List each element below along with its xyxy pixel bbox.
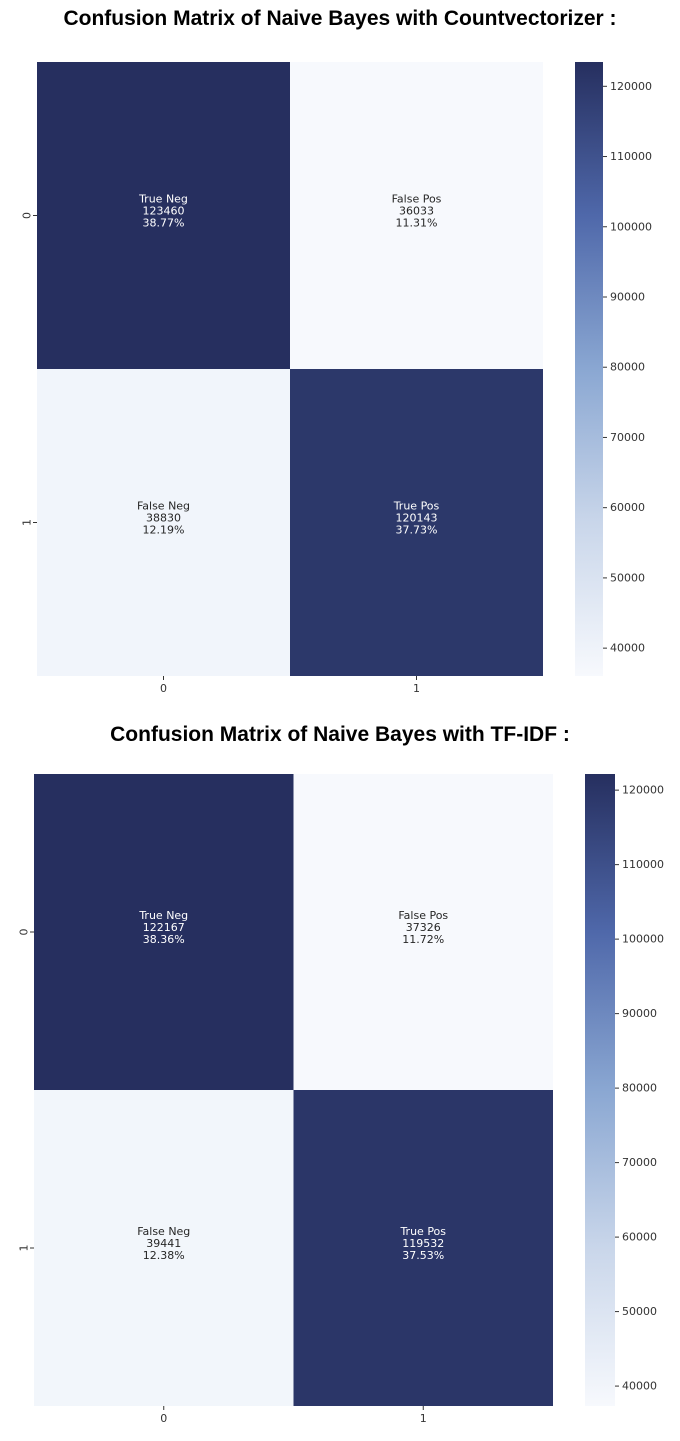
chart-2-x-tick-1: 1 (420, 1412, 427, 1425)
chart-1-cell-r1c0-label: False Neg (137, 500, 190, 513)
chart-1-colorbar-tick-5: 90000 (610, 290, 645, 303)
chart-1-cell-r0c0-label: True Neg (138, 193, 188, 206)
chart-2-cell-r0c0 (34, 774, 294, 1090)
chart-1-colorbar (575, 62, 603, 676)
chart-2-cell-r0c1-value: 37326 (406, 921, 441, 934)
chart-2-cell-r1c0-percent: 12.38% (143, 1249, 185, 1262)
chart-2-colorbar-tick-3: 70000 (622, 1156, 657, 1169)
chart-1-cell-r1c0-percent: 12.19% (143, 524, 185, 537)
chart-2-y-tick-0: 0 (18, 929, 31, 936)
chart-2-y-tick-1: 1 (18, 1245, 31, 1252)
chart-2-cell-r0c0-percent: 38.36% (143, 933, 185, 946)
chart-1-cell-r1c0 (37, 369, 290, 676)
chart-1-cell-r1c1 (290, 369, 543, 676)
chart-1-colorbar-tick-2: 60000 (610, 501, 645, 514)
chart-2-colorbar (585, 774, 615, 1406)
chart-1-x-tick-0: 0 (160, 682, 167, 695)
chart-1-cell-r1c0-value: 38830 (146, 512, 181, 525)
chart-2-cell-r1c0-value: 39441 (146, 1237, 181, 1250)
chart-2-colorbar-tick-4: 80000 (622, 1082, 657, 1095)
chart-2-colorbar-tick-1: 50000 (622, 1305, 657, 1318)
chart-1-colorbar-tick-7: 110000 (610, 150, 652, 163)
chart-2-colorbar-tick-2: 60000 (622, 1231, 657, 1244)
chart-1-y-tick-1: 1 (21, 519, 34, 526)
chart-1-colorbar-tick-3: 70000 (610, 431, 645, 444)
chart-1-cell-r1c1-label: True Pos (393, 500, 440, 513)
chart-1-y-tick-0: 0 (21, 212, 34, 219)
chart-1-colorbar-tick-0: 40000 (610, 642, 645, 655)
chart-2-cell-r1c1-label: True Pos (399, 1225, 446, 1238)
chart-2-colorbar-tick-7: 110000 (622, 858, 664, 871)
chart-2-cell-r1c1 (293, 1090, 553, 1406)
chart-2-colorbar-tick-5: 90000 (622, 1007, 657, 1020)
chart-2-cell-r1c0-label: False Neg (137, 1225, 190, 1238)
chart-1-colorbar-tick-4: 80000 (610, 361, 645, 374)
chart-1-cell-r0c1-percent: 11.31% (396, 217, 438, 230)
chart-2-cell-r0c1-label: False Pos (398, 909, 448, 922)
chart-1-cell-r1c1-value: 120143 (396, 512, 438, 525)
chart-1-colorbar-tick-6: 100000 (610, 220, 652, 233)
chart-1-cell-r1c1-percent: 37.73% (396, 524, 438, 537)
chart-1-colorbar-tick-8: 120000 (610, 80, 652, 93)
chart-2-x-tick-0: 0 (160, 1412, 167, 1425)
chart-2-cell-r1c1-value: 119532 (402, 1237, 444, 1250)
chart-2-colorbar-tick-6: 100000 (622, 933, 664, 946)
chart-2-colorbar-tick-8: 120000 (622, 784, 664, 797)
chart-1-title: Confusion Matrix of Naive Bayes with Cou… (63, 7, 617, 30)
chart-2-cell-r0c1 (293, 774, 553, 1090)
chart-2-title: Confusion Matrix of Naive Bayes with TF-… (110, 723, 570, 746)
chart-2-cell-r1c1-percent: 37.53% (402, 1249, 444, 1262)
chart-2-cell-r1c0 (34, 1090, 294, 1406)
chart-1-cell-r0c1 (290, 62, 543, 369)
chart-1-cell-r0c0-value: 123460 (143, 205, 185, 218)
chart-2-colorbar-tick-0: 40000 (622, 1380, 657, 1393)
chart-2-cell-r0c0-label: True Neg (138, 909, 188, 922)
chart-1-cell-r0c1-value: 36033 (399, 205, 434, 218)
chart-1-cell-r0c1-label: False Pos (392, 193, 442, 206)
chart-2-cell-r0c1-percent: 11.72% (402, 933, 444, 946)
chart-1-cell-r0c0 (37, 62, 290, 369)
chart-1-x-tick-1: 1 (413, 682, 420, 695)
chart-1-colorbar-tick-1: 50000 (610, 571, 645, 584)
chart-2-cell-r0c0-value: 122167 (143, 921, 185, 934)
chart-1-cell-r0c0-percent: 38.77% (143, 217, 185, 230)
